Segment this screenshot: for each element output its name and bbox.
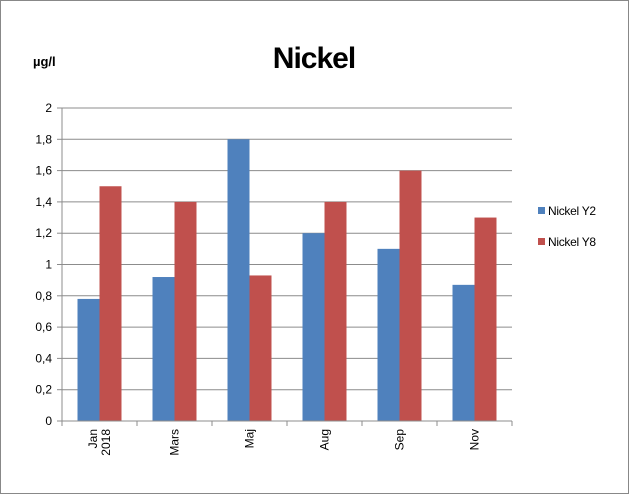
bar-nickel-y8-4 <box>324 201 347 421</box>
y-tick-label: 1,6 <box>35 164 52 178</box>
y-tick-labels: 0 0,2 0,4 0,6 0,8 1 1,2 1,4 1,6 1,8 2 <box>35 101 52 428</box>
legend: Nickel Y2 Nickel Y8 <box>538 204 597 249</box>
legend-label-1: Nickel Y2 <box>548 204 596 218</box>
legend-label-2: Nickel Y8 <box>548 235 596 249</box>
x-tick-label: Nov <box>468 429 482 450</box>
y-tick-label: 1,2 <box>35 226 52 240</box>
y-tick-label: 0,4 <box>35 351 52 365</box>
x-tick-label: Aug <box>318 429 332 450</box>
y-tick-label: 0,6 <box>35 320 52 334</box>
bar-nickel-y2-5 <box>377 248 400 421</box>
y-axis-unit-label: µg/l <box>33 54 56 69</box>
x-tick-label: Jan2018 <box>86 429 113 456</box>
bar-nickel-y2-3 <box>227 139 250 422</box>
y-tick-label: 0 <box>45 414 52 428</box>
bar-nickel-y2-2 <box>152 277 175 421</box>
x-tick-label-group: Aug <box>318 429 332 450</box>
bar-nickel-y8-5 <box>399 170 422 421</box>
y-tick-label: 1,4 <box>35 195 52 209</box>
x-tick-label-group: Jan2018 <box>86 429 113 456</box>
y-tick-label: 0,2 <box>35 383 52 397</box>
x-tick-labels: Jan2018 Mars Maj Aug Sep Nov <box>86 429 482 456</box>
bar-nickel-y8-3 <box>249 275 272 421</box>
x-tick-label-group: Sep <box>393 429 407 451</box>
y-tick-label: 0,8 <box>35 289 52 303</box>
y-tick-label: 1 <box>45 258 52 272</box>
y-tick-label: 1,8 <box>35 132 52 146</box>
chart-title: Nickel <box>273 42 355 75</box>
x-tick-label: Mars <box>168 429 182 456</box>
bar-nickel-y8-6 <box>474 217 497 421</box>
y-tick-label: 2 <box>45 101 52 115</box>
legend-swatch-1 <box>538 207 545 214</box>
x-tick-label: Maj <box>243 429 257 448</box>
bar-nickel-y2-4 <box>302 233 325 421</box>
x-tick-label: Sep <box>393 429 407 451</box>
bar-nickel-y8-2 <box>174 201 197 421</box>
bar-nickel-y2-6 <box>452 284 475 421</box>
axes <box>57 107 513 426</box>
gridlines <box>62 107 512 391</box>
bar-nickel-y8-1 <box>99 186 122 421</box>
bars <box>77 139 497 422</box>
legend-swatch-2 <box>538 238 545 245</box>
x-tick-label-group: Nov <box>468 429 482 450</box>
x-tick-label-group: Maj <box>243 429 257 448</box>
bar-nickel-y2-1 <box>77 298 100 421</box>
x-tick-label-group: Mars <box>168 429 182 456</box>
